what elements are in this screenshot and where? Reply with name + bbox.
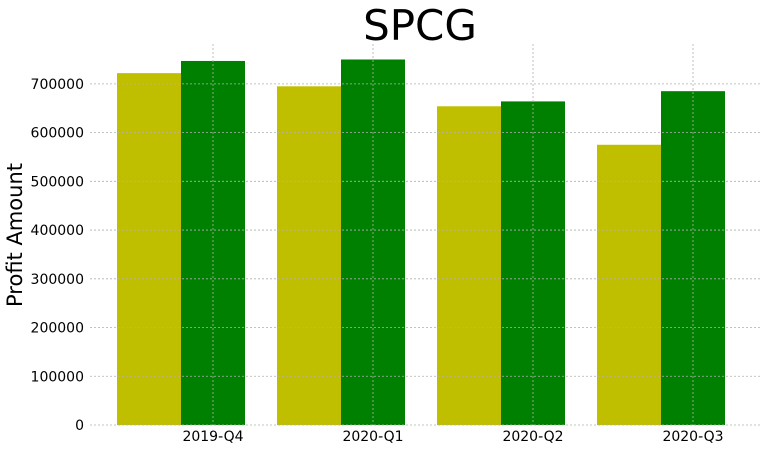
y-tick-label: 400000 [31,223,84,239]
x-tick-label: 2020-Q3 [662,429,723,445]
bar-series-2-2020-Q2 [501,101,565,425]
y-tick-label: 0 [75,418,84,434]
y-tick-label: 700000 [31,77,84,93]
y-tick-label: 200000 [31,321,84,337]
y-tick-labels: 0 100000 200000 300000 400000 500000 600000 700… [31,77,84,434]
y-tick-label: 100000 [31,369,84,385]
bar-series-1-2020-Q3 [597,144,661,425]
x-tick-label: 2019-Q4 [182,429,243,445]
bar-series-1-2020-Q2 [437,106,501,426]
bar-series-1-2019-Q4 [117,73,181,425]
bar-series-2-2019-Q4 [181,60,245,426]
chart-title: SPCG [363,1,477,50]
bar-series-2-2020-Q1 [341,59,405,425]
y-tick-label: 500000 [31,174,84,190]
x-tick-label: 2020-Q2 [502,429,563,445]
y-axis-label: Profit Amount [3,163,27,307]
x-tick-label: 2020-Q1 [342,429,403,445]
y-tick-label: 300000 [31,272,84,288]
y-tick-label: 600000 [31,126,84,142]
bar-series-1-2020-Q1 [277,86,341,425]
grid-layer [90,44,760,426]
x-tick-labels: 2019-Q4 2020-Q1 2020-Q2 2020-Q3 [182,429,723,445]
bars-layer [117,59,725,426]
